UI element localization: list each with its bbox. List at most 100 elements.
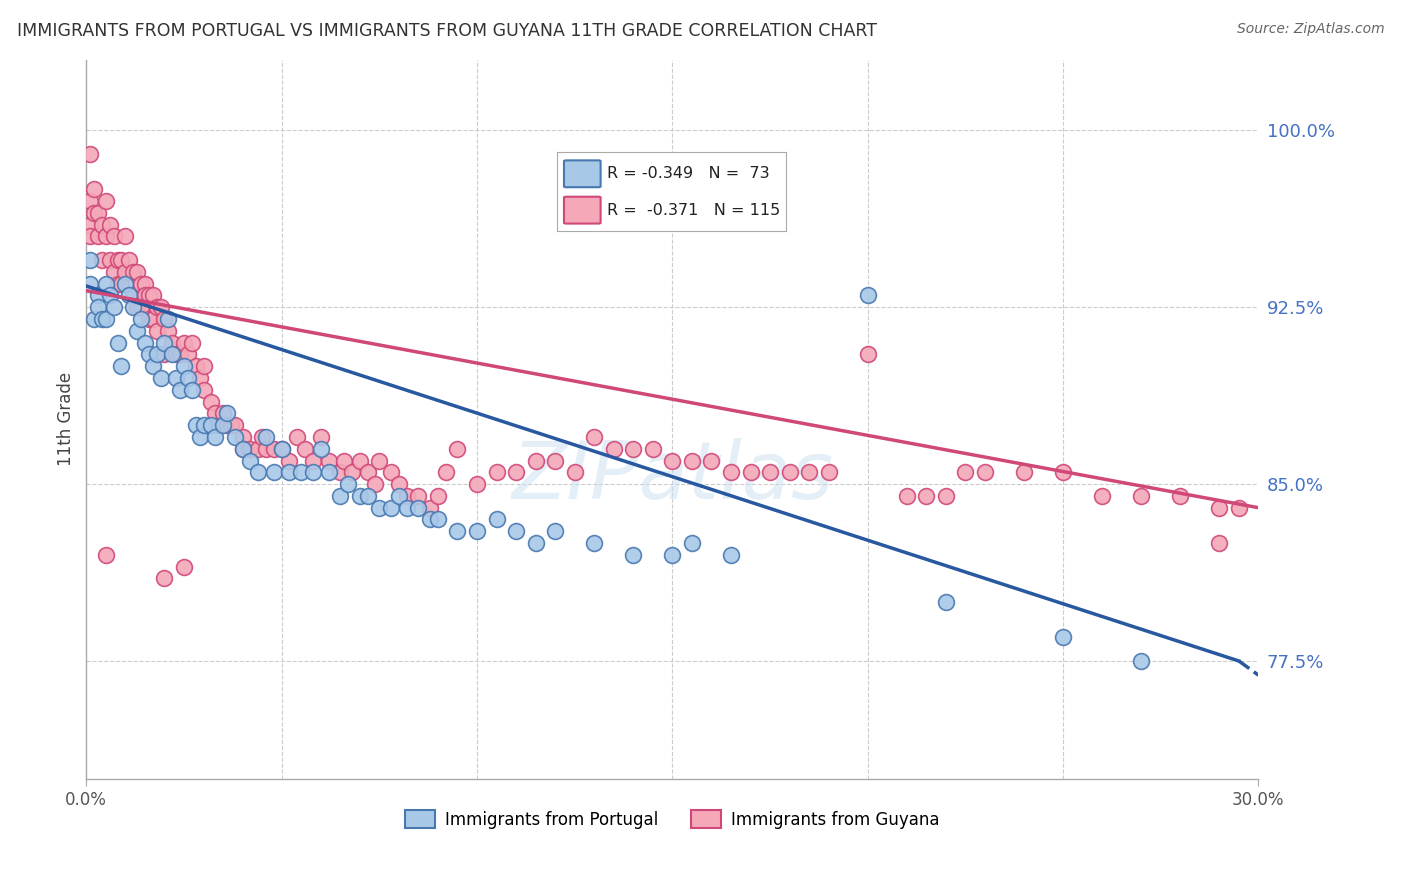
Point bbox=[681, 536, 703, 550]
Point bbox=[107, 253, 129, 268]
Point bbox=[98, 218, 121, 232]
Point bbox=[129, 300, 152, 314]
Point bbox=[134, 335, 156, 350]
Point bbox=[1012, 466, 1035, 480]
FancyBboxPatch shape bbox=[564, 197, 600, 224]
Point bbox=[184, 418, 207, 433]
Point bbox=[173, 335, 195, 350]
Point bbox=[204, 430, 226, 444]
Point bbox=[87, 288, 110, 302]
Point bbox=[434, 466, 457, 480]
Point bbox=[278, 453, 301, 467]
Point bbox=[200, 394, 222, 409]
Point bbox=[83, 312, 105, 326]
Point bbox=[94, 194, 117, 208]
Point bbox=[250, 430, 273, 444]
Point bbox=[125, 300, 148, 314]
Text: Source: ZipAtlas.com: Source: ZipAtlas.com bbox=[1237, 22, 1385, 37]
Point bbox=[465, 524, 488, 539]
Point bbox=[208, 418, 231, 433]
Point bbox=[896, 489, 918, 503]
Point bbox=[318, 466, 340, 480]
Point bbox=[165, 371, 187, 385]
Point bbox=[779, 466, 801, 480]
Point bbox=[149, 300, 172, 314]
Point bbox=[1130, 654, 1153, 668]
Point bbox=[446, 442, 468, 456]
Point bbox=[125, 265, 148, 279]
Point bbox=[173, 359, 195, 374]
Point bbox=[720, 548, 742, 562]
Point bbox=[122, 288, 145, 302]
Point bbox=[142, 312, 165, 326]
Point bbox=[219, 418, 242, 433]
Point bbox=[122, 300, 145, 314]
Point bbox=[193, 418, 215, 433]
Point bbox=[426, 489, 449, 503]
Point bbox=[79, 253, 101, 268]
Point bbox=[169, 383, 191, 397]
Point bbox=[856, 347, 879, 361]
Point bbox=[247, 442, 270, 456]
Point bbox=[239, 442, 262, 456]
Point bbox=[935, 595, 957, 609]
Point bbox=[380, 466, 402, 480]
Point bbox=[103, 265, 125, 279]
Point bbox=[408, 500, 430, 515]
Point bbox=[184, 359, 207, 374]
Point bbox=[118, 288, 141, 302]
Point bbox=[94, 312, 117, 326]
Point bbox=[302, 453, 325, 467]
Point bbox=[426, 512, 449, 526]
Point bbox=[165, 347, 187, 361]
Point bbox=[661, 548, 683, 562]
Point bbox=[114, 277, 136, 291]
Point bbox=[83, 182, 105, 196]
Point bbox=[1168, 489, 1191, 503]
Point bbox=[583, 536, 606, 550]
Point bbox=[641, 442, 664, 456]
Point bbox=[797, 466, 820, 480]
Point bbox=[215, 406, 238, 420]
Point bbox=[149, 371, 172, 385]
Point bbox=[125, 324, 148, 338]
Point bbox=[87, 206, 110, 220]
Point bbox=[1130, 489, 1153, 503]
Point bbox=[138, 312, 160, 326]
Point bbox=[333, 453, 356, 467]
Point bbox=[110, 253, 132, 268]
Point bbox=[1208, 500, 1230, 515]
Text: IMMIGRANTS FROM PORTUGAL VS IMMIGRANTS FROM GUYANA 11TH GRADE CORRELATION CHART: IMMIGRANTS FROM PORTUGAL VS IMMIGRANTS F… bbox=[17, 22, 877, 40]
Point bbox=[193, 359, 215, 374]
Point bbox=[621, 548, 644, 562]
Point bbox=[122, 265, 145, 279]
Point bbox=[79, 277, 101, 291]
Point bbox=[856, 288, 879, 302]
Point bbox=[153, 347, 176, 361]
Point bbox=[94, 548, 117, 562]
Point bbox=[94, 229, 117, 244]
Point bbox=[661, 453, 683, 467]
Point bbox=[465, 477, 488, 491]
Point bbox=[87, 300, 110, 314]
Point bbox=[103, 300, 125, 314]
Point bbox=[408, 489, 430, 503]
Point bbox=[270, 442, 292, 456]
Point bbox=[505, 524, 527, 539]
Point bbox=[380, 500, 402, 515]
Point bbox=[349, 489, 371, 503]
Point bbox=[740, 466, 762, 480]
Point bbox=[114, 229, 136, 244]
Point bbox=[79, 147, 101, 161]
Point bbox=[419, 500, 441, 515]
Point bbox=[107, 277, 129, 291]
Point bbox=[1091, 489, 1114, 503]
Point bbox=[129, 277, 152, 291]
Point bbox=[212, 406, 235, 420]
Point bbox=[98, 253, 121, 268]
Point bbox=[153, 312, 176, 326]
Text: ZIPatlas: ZIPatlas bbox=[512, 438, 834, 516]
Point bbox=[254, 442, 277, 456]
Point bbox=[200, 418, 222, 433]
Point bbox=[254, 430, 277, 444]
